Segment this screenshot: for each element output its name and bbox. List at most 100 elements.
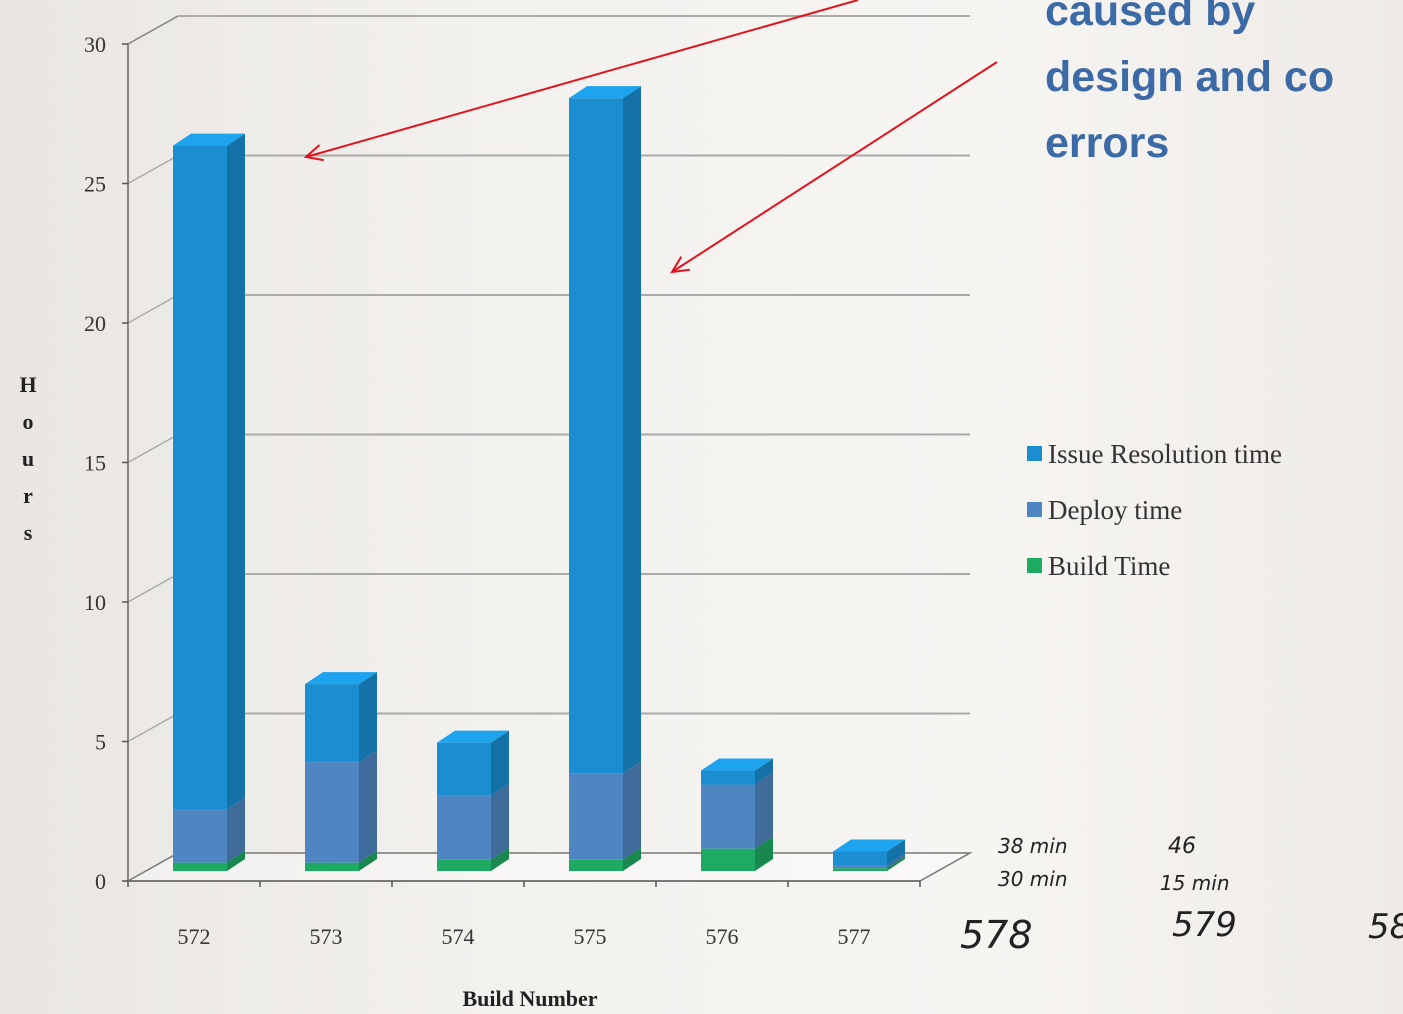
extra-build-579: 579 xyxy=(1172,905,1237,945)
y-axis-title-letter: s xyxy=(24,520,33,545)
y-axis-title-letter: u xyxy=(22,446,34,471)
bar-top xyxy=(569,86,641,99)
bar-segment xyxy=(437,795,491,860)
annotation-text: caused by design and co errors xyxy=(1045,0,1403,176)
extra-build-58: 58 xyxy=(1368,907,1403,947)
bar-side xyxy=(227,850,245,871)
bar-segment xyxy=(173,145,227,810)
legend-label: Build Time xyxy=(1048,551,1170,581)
bar-segment xyxy=(701,784,755,849)
bar-stack-572 xyxy=(173,133,245,871)
y-axis-title-letter: r xyxy=(23,483,33,508)
bar-side xyxy=(755,758,773,785)
y-tick-label: 0 xyxy=(95,869,106,894)
gridline-diagonal xyxy=(127,294,179,324)
x-axis-title: Build Number xyxy=(462,986,597,1011)
bar-segment xyxy=(701,770,755,785)
x-tick-label: 576 xyxy=(706,924,739,949)
bar-segment xyxy=(305,762,359,863)
bar-segment xyxy=(173,862,227,871)
bar-top xyxy=(173,133,245,146)
bar-segment xyxy=(569,98,623,774)
bar-side xyxy=(755,836,773,871)
y-tick-label: 5 xyxy=(95,730,106,755)
legend-label: Deploy time xyxy=(1048,495,1182,525)
bar-segment xyxy=(305,684,359,763)
y-tick-label: 15 xyxy=(84,451,106,476)
gridline-diagonal xyxy=(127,573,179,603)
bar-stack-574 xyxy=(437,730,509,871)
y-tick-label: 10 xyxy=(84,590,106,615)
y-tick-label: 20 xyxy=(84,311,106,336)
legend-label: Issue Resolution time xyxy=(1048,439,1282,469)
bar-side xyxy=(623,86,641,774)
y-axis: 0 5 10 15 20 25 30 xyxy=(84,15,179,894)
bar-top xyxy=(305,672,377,685)
bar-side xyxy=(227,133,245,810)
bar-side xyxy=(359,672,377,763)
bar-stack-575 xyxy=(569,86,641,871)
bar-side xyxy=(887,853,905,869)
legend-swatch xyxy=(1027,446,1042,461)
bar-side xyxy=(755,772,773,849)
bar-top xyxy=(833,839,905,852)
bar-segment xyxy=(173,809,227,863)
gridline-diagonal xyxy=(127,154,179,185)
extra-build-578: 578 xyxy=(960,913,1033,957)
bar-side xyxy=(491,730,509,796)
bar-side xyxy=(359,850,377,871)
bar-side xyxy=(887,856,905,871)
annotation-line: caused by xyxy=(1045,0,1256,35)
x-tick-label: 573 xyxy=(310,924,343,949)
annotation-arrow xyxy=(671,61,998,273)
legend-swatch xyxy=(1027,502,1042,517)
y-tick-label: 25 xyxy=(84,172,106,197)
handwritten-notes: 38 min 30 min 46 15 min 578 579 58 xyxy=(960,834,1403,957)
annotation-arrow xyxy=(305,0,859,158)
legend: Issue Resolution time Deploy time Build Ti… xyxy=(1027,439,1282,581)
bar-side xyxy=(491,847,509,871)
x-tick-label: 575 xyxy=(574,924,607,949)
bar-segment xyxy=(437,742,491,796)
bar-segment xyxy=(833,851,887,866)
gridlines xyxy=(127,15,970,743)
annotation-arrows xyxy=(303,0,998,274)
x-tick-label: 574 xyxy=(442,924,475,949)
y-axis-title-letter: o xyxy=(23,409,34,434)
bar-top xyxy=(437,730,509,743)
bar-stack-573 xyxy=(305,672,377,871)
note-578-deploy: 38 min xyxy=(998,834,1068,858)
note-579-deploy: 46 xyxy=(1168,834,1196,859)
bar-side xyxy=(491,783,509,860)
bar-segment xyxy=(701,848,755,871)
note-579-build: 15 min xyxy=(1160,871,1230,895)
bar-segment xyxy=(437,859,491,871)
x-tick-label: 572 xyxy=(178,924,211,949)
bar-side xyxy=(623,761,641,860)
arrow-head xyxy=(303,144,324,162)
bar-side xyxy=(623,847,641,871)
bar-side xyxy=(887,839,905,866)
note-578-build: 30 min xyxy=(998,867,1068,891)
y-tick-label: 30 xyxy=(84,32,106,57)
bar-side xyxy=(227,797,245,863)
gridline-diagonal xyxy=(127,433,179,464)
bar-side xyxy=(359,750,377,863)
bar-segment xyxy=(569,859,623,871)
x-tick-label: 577 xyxy=(838,924,871,949)
bar-segment xyxy=(305,862,359,871)
legend-swatch xyxy=(1027,558,1042,573)
x-axis: 572 573 574 575 576 577 xyxy=(127,880,921,949)
bar-stack-577 xyxy=(833,839,905,871)
bar-segment xyxy=(569,773,623,860)
gridline-diagonal xyxy=(127,712,179,743)
bar-segment xyxy=(833,868,887,871)
bar-top xyxy=(701,758,773,771)
arrow-head xyxy=(670,256,690,274)
bar-segment xyxy=(833,865,887,869)
annotation-line: design and co xyxy=(1045,53,1335,101)
y-axis-title-letter: H xyxy=(19,372,36,397)
bar-stack-576 xyxy=(701,758,773,871)
